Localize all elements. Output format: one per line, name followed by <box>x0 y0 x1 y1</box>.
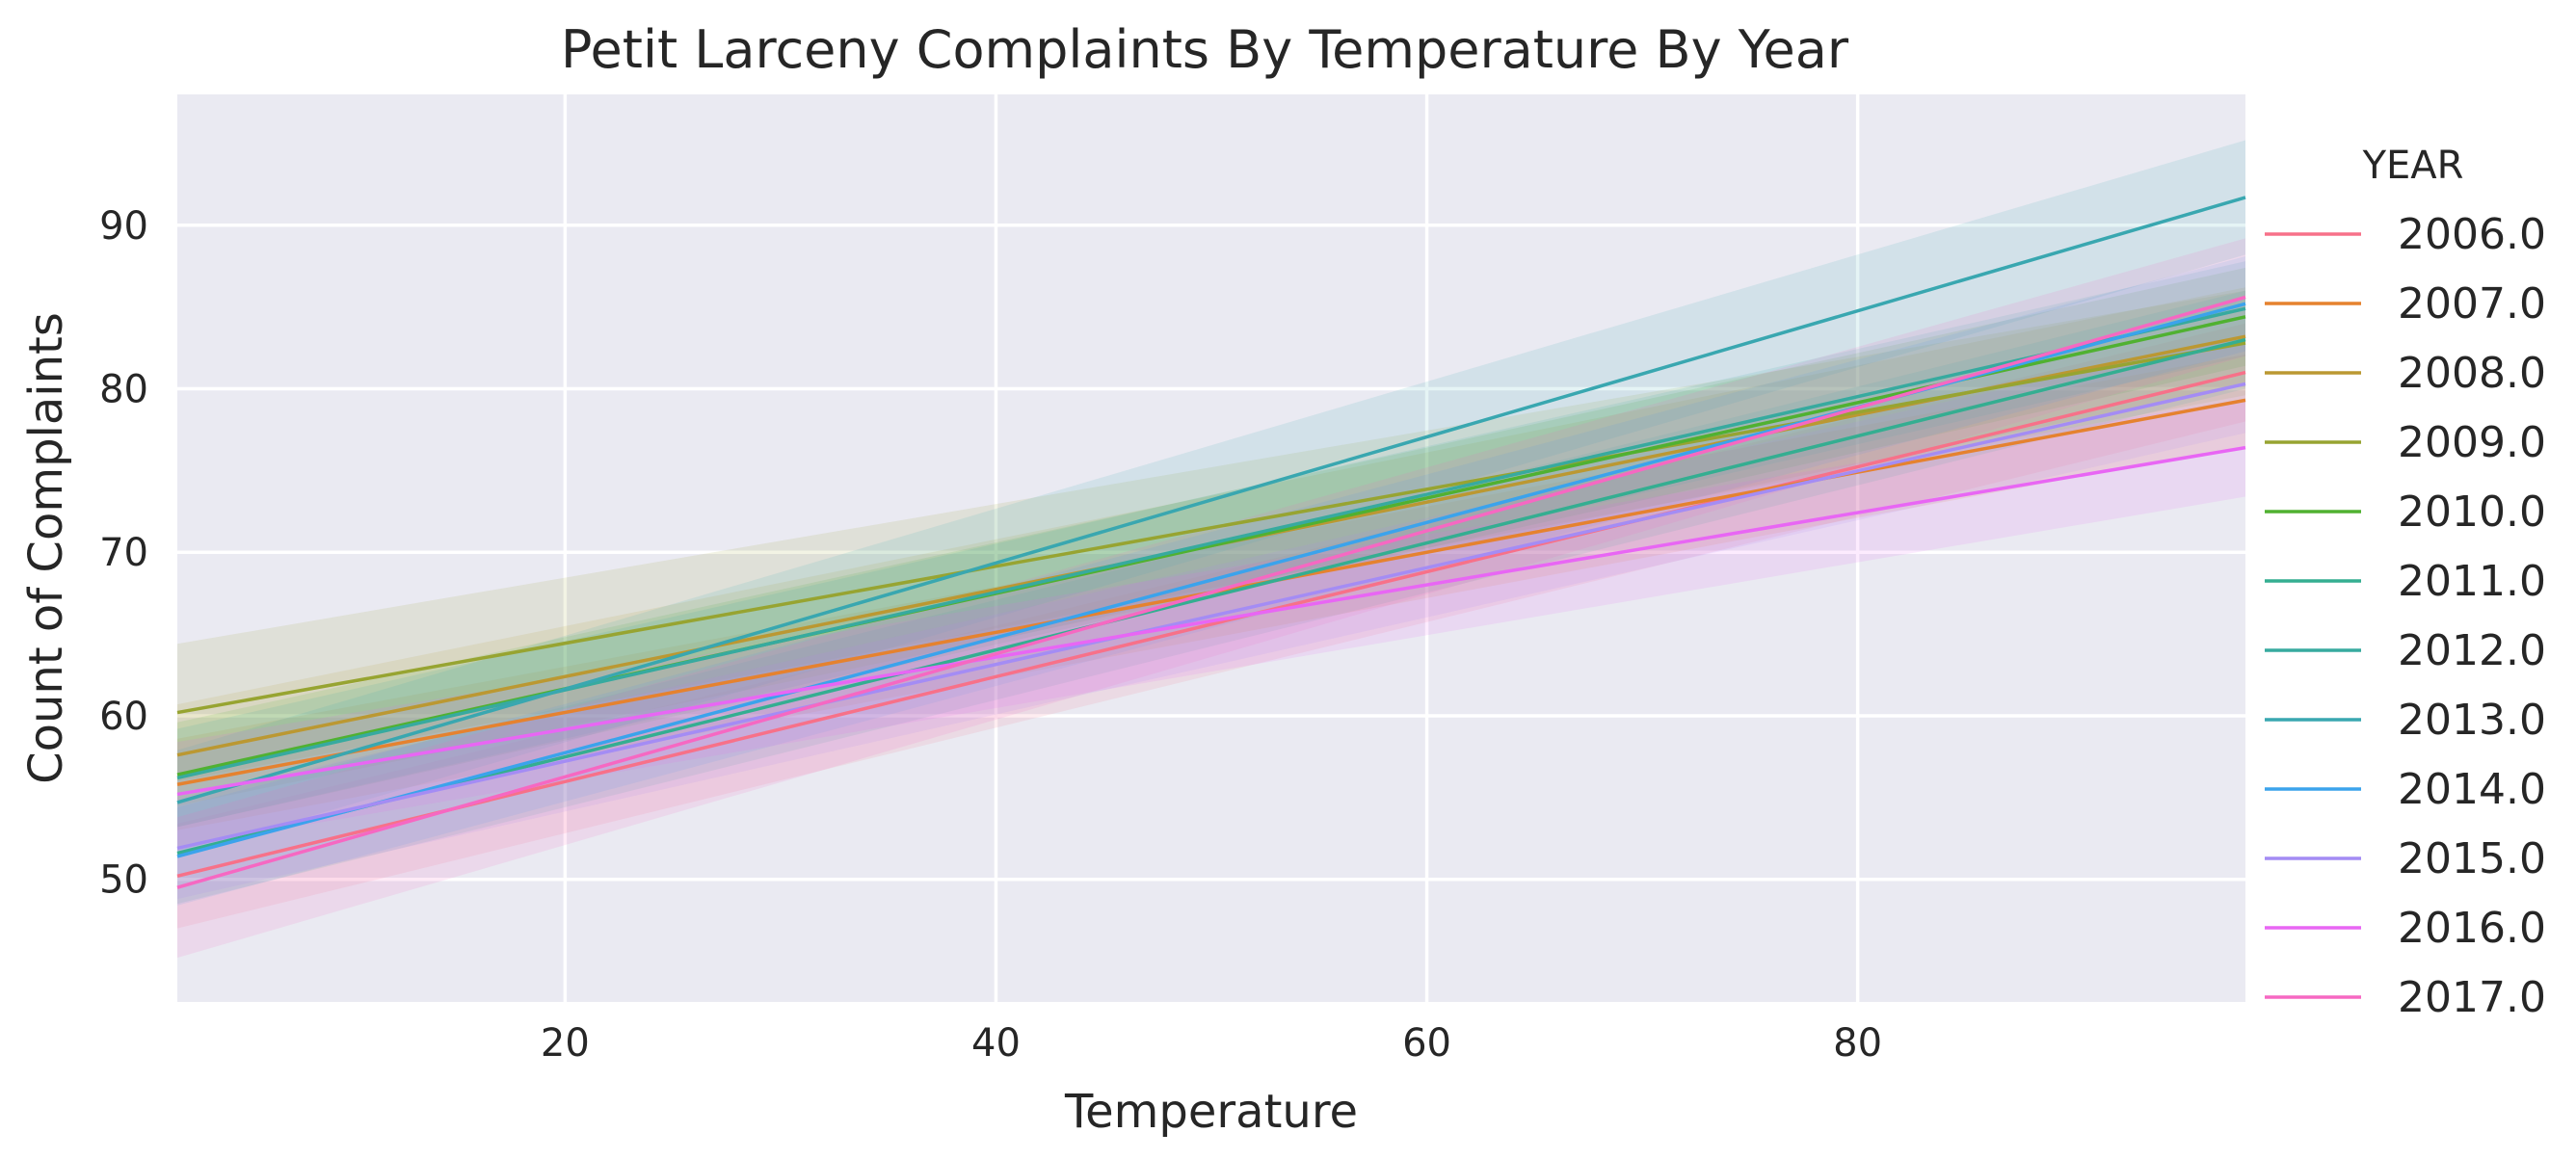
y-tick-label: 80 <box>99 368 148 412</box>
legend-entry: 2009.0 <box>2398 418 2546 467</box>
series-line <box>176 445 2246 797</box>
y-tick-labels: 50 60 70 80 90 <box>99 204 148 903</box>
series-line <box>176 295 2246 889</box>
legend-entry: 2016.0 <box>2398 904 2546 953</box>
gridlines <box>177 94 2245 1002</box>
x-tick-label: 20 <box>541 1021 590 1066</box>
x-tick-label: 40 <box>971 1021 1021 1066</box>
series-line <box>176 341 2246 715</box>
legend-entry: 2017.0 <box>2398 973 2546 1022</box>
legend-entry: 2010.0 <box>2398 487 2546 537</box>
x-tick-labels: 20 40 60 80 <box>541 1021 1882 1066</box>
x-axis-label: Temperature <box>1064 1085 1358 1139</box>
legend-entry: 2012.0 <box>2398 626 2546 675</box>
y-tick-label: 60 <box>99 695 148 739</box>
legend-entry: 2007.0 <box>2398 279 2546 329</box>
regression-lines <box>176 196 2246 889</box>
y-tick-label: 70 <box>99 531 148 575</box>
series-line <box>176 196 2246 804</box>
series-line <box>176 306 2246 780</box>
chart-title: Petit Larceny Complaints By Temperature … <box>561 19 1849 80</box>
legend-entry: 2011.0 <box>2398 557 2546 606</box>
legend-entry: 2015.0 <box>2398 834 2546 883</box>
x-tick-label: 60 <box>1402 1021 1451 1066</box>
x-tick-label: 80 <box>1833 1021 1882 1066</box>
legend-entry: 2013.0 <box>2398 696 2546 745</box>
y-tick-label: 90 <box>99 204 148 249</box>
y-axis-label: Count of Complaints <box>19 312 73 784</box>
legend-entry: 2014.0 <box>2398 765 2546 814</box>
series-line <box>176 382 2246 851</box>
legend-title: YEAR <box>2362 144 2464 188</box>
y-tick-label: 50 <box>99 858 148 903</box>
legend-entry: 2008.0 <box>2398 349 2546 398</box>
plot-area <box>177 94 2245 1002</box>
series-line <box>176 370 2246 879</box>
series-line <box>176 337 2246 856</box>
confidence-band <box>177 140 2245 856</box>
legend-entry: 2006.0 <box>2398 210 2546 259</box>
legend: YEAR 2006.0 2007.0 2008.0 2009.0 2010.0 2011.… <box>2265 144 2546 1022</box>
